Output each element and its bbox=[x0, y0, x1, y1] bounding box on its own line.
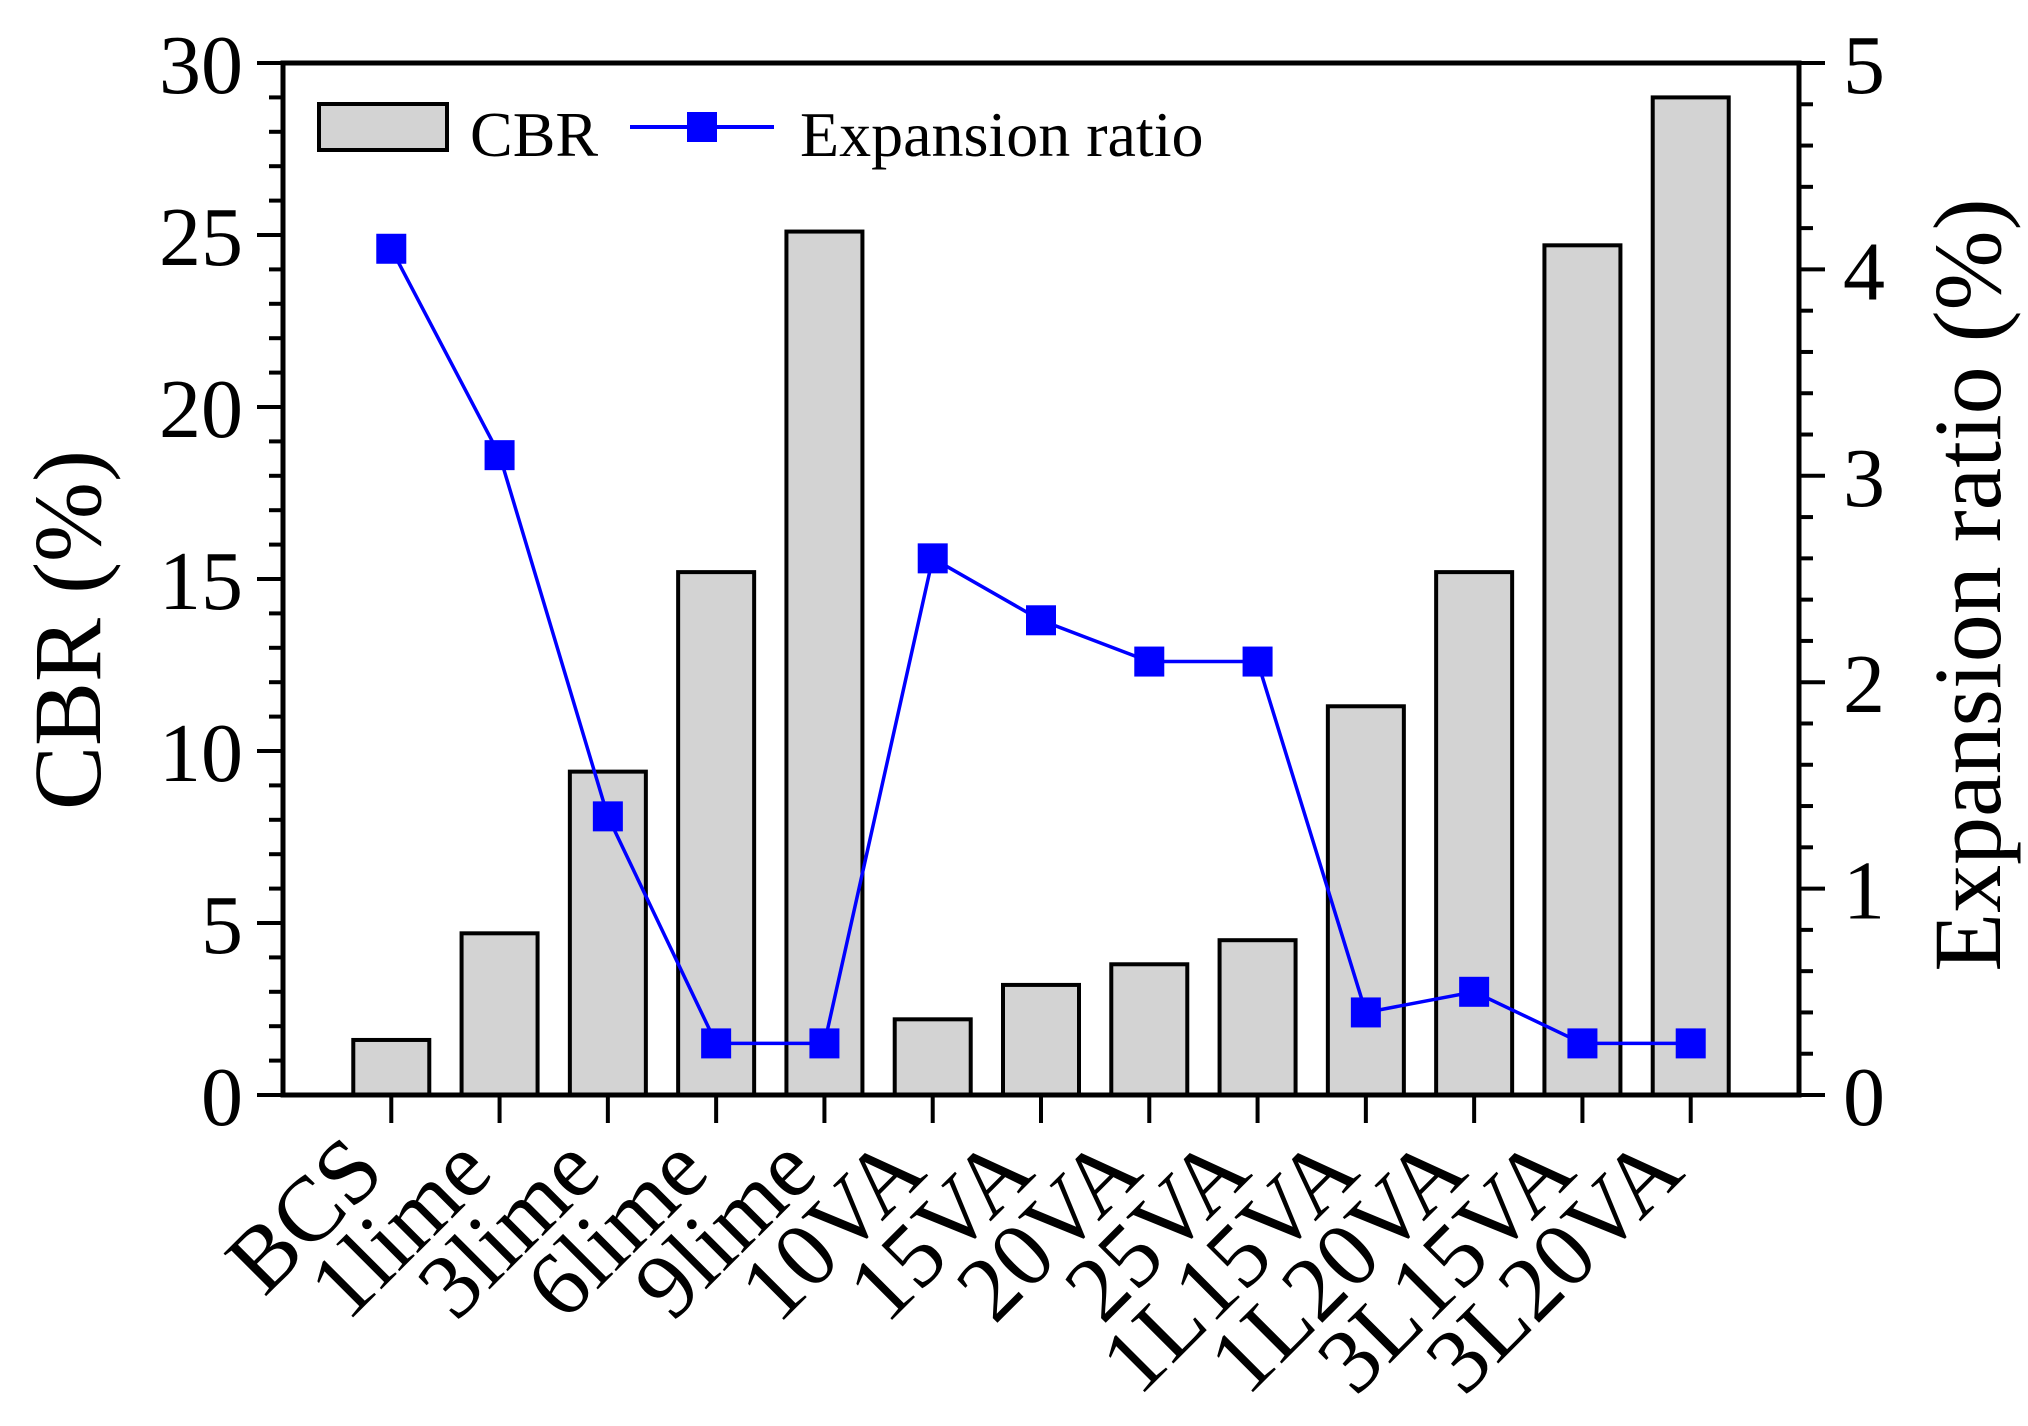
bar-BCS bbox=[351, 1037, 432, 1097]
x-axis-ticks: BCS1lime3lime6lime9lime10VA15VA20VA25VA1… bbox=[206, 1095, 1701, 1412]
bar-20VA bbox=[1109, 962, 1190, 1098]
marker-10VA bbox=[917, 543, 948, 574]
legend-square-marker-icon bbox=[687, 112, 717, 142]
left-axis-ticks: 0 5 10 15 20 25 30 bbox=[159, 19, 283, 1144]
marker-9lime bbox=[809, 1028, 840, 1059]
left-tick-label-5: 5 bbox=[201, 879, 243, 972]
left-tick-label-30: 30 bbox=[159, 19, 243, 112]
right-axis-title: Expansion ratio (%) bbox=[1914, 198, 2021, 971]
marker-25VA bbox=[1242, 646, 1273, 677]
bar-6lime bbox=[676, 570, 757, 1097]
marker-1L20VA bbox=[1459, 976, 1490, 1007]
right-tick-label-5: 5 bbox=[1843, 19, 1885, 112]
expansion-ratio-line-layer bbox=[376, 233, 1706, 1059]
bar-1L20VA bbox=[1434, 570, 1515, 1097]
right-tick-label-0: 0 bbox=[1843, 1051, 1885, 1144]
bar-3L15VA bbox=[1542, 243, 1623, 1097]
left-tick-label-20: 20 bbox=[159, 363, 243, 456]
left-tick-label-0: 0 bbox=[201, 1051, 243, 1144]
bar-25VA bbox=[1217, 938, 1298, 1098]
legend-line-label: Expansion ratio bbox=[800, 99, 1203, 170]
marker-1L15VA bbox=[1350, 997, 1381, 1028]
right-tick-label-3: 3 bbox=[1843, 432, 1885, 525]
right-axis-ticks: 0 1 2 3 4 5 bbox=[1799, 19, 1885, 1144]
bar-10VA bbox=[892, 1017, 973, 1098]
marker-20VA bbox=[1134, 646, 1165, 677]
cbr-bars-layer bbox=[351, 95, 1731, 1098]
marker-3L20VA bbox=[1675, 1028, 1706, 1059]
legend-bar-label: CBR bbox=[470, 99, 598, 170]
marker-BCS bbox=[376, 233, 407, 264]
right-tick-label-2: 2 bbox=[1843, 638, 1885, 731]
bar-1lime bbox=[459, 931, 540, 1097]
marker-1lime bbox=[484, 440, 515, 471]
left-tick-label-10: 10 bbox=[159, 707, 243, 800]
left-axis-title: CBR (%) bbox=[14, 450, 121, 810]
legend-bar-swatch-icon bbox=[317, 102, 449, 152]
legend: CBR Expansion ratio bbox=[317, 99, 1203, 170]
bar-3L20VA bbox=[1650, 95, 1731, 1097]
right-tick-label-4: 4 bbox=[1843, 225, 1885, 318]
left-tick-label-25: 25 bbox=[159, 191, 243, 284]
marker-15VA bbox=[1026, 605, 1056, 636]
axes-layer: 0 5 10 15 20 25 30 0 1 2 3 4 5 BCS1lime3lime6lime9lim… bbox=[159, 19, 1885, 1412]
marker-3L15VA bbox=[1567, 1028, 1598, 1059]
marker-3lime bbox=[592, 801, 623, 832]
marker-6lime bbox=[701, 1028, 732, 1059]
left-tick-label-15: 15 bbox=[159, 535, 243, 628]
bar-1L15VA bbox=[1325, 704, 1406, 1098]
bar-9lime bbox=[784, 229, 865, 1097]
right-tick-label-1: 1 bbox=[1843, 845, 1885, 938]
bar-15VA bbox=[1001, 982, 1081, 1097]
